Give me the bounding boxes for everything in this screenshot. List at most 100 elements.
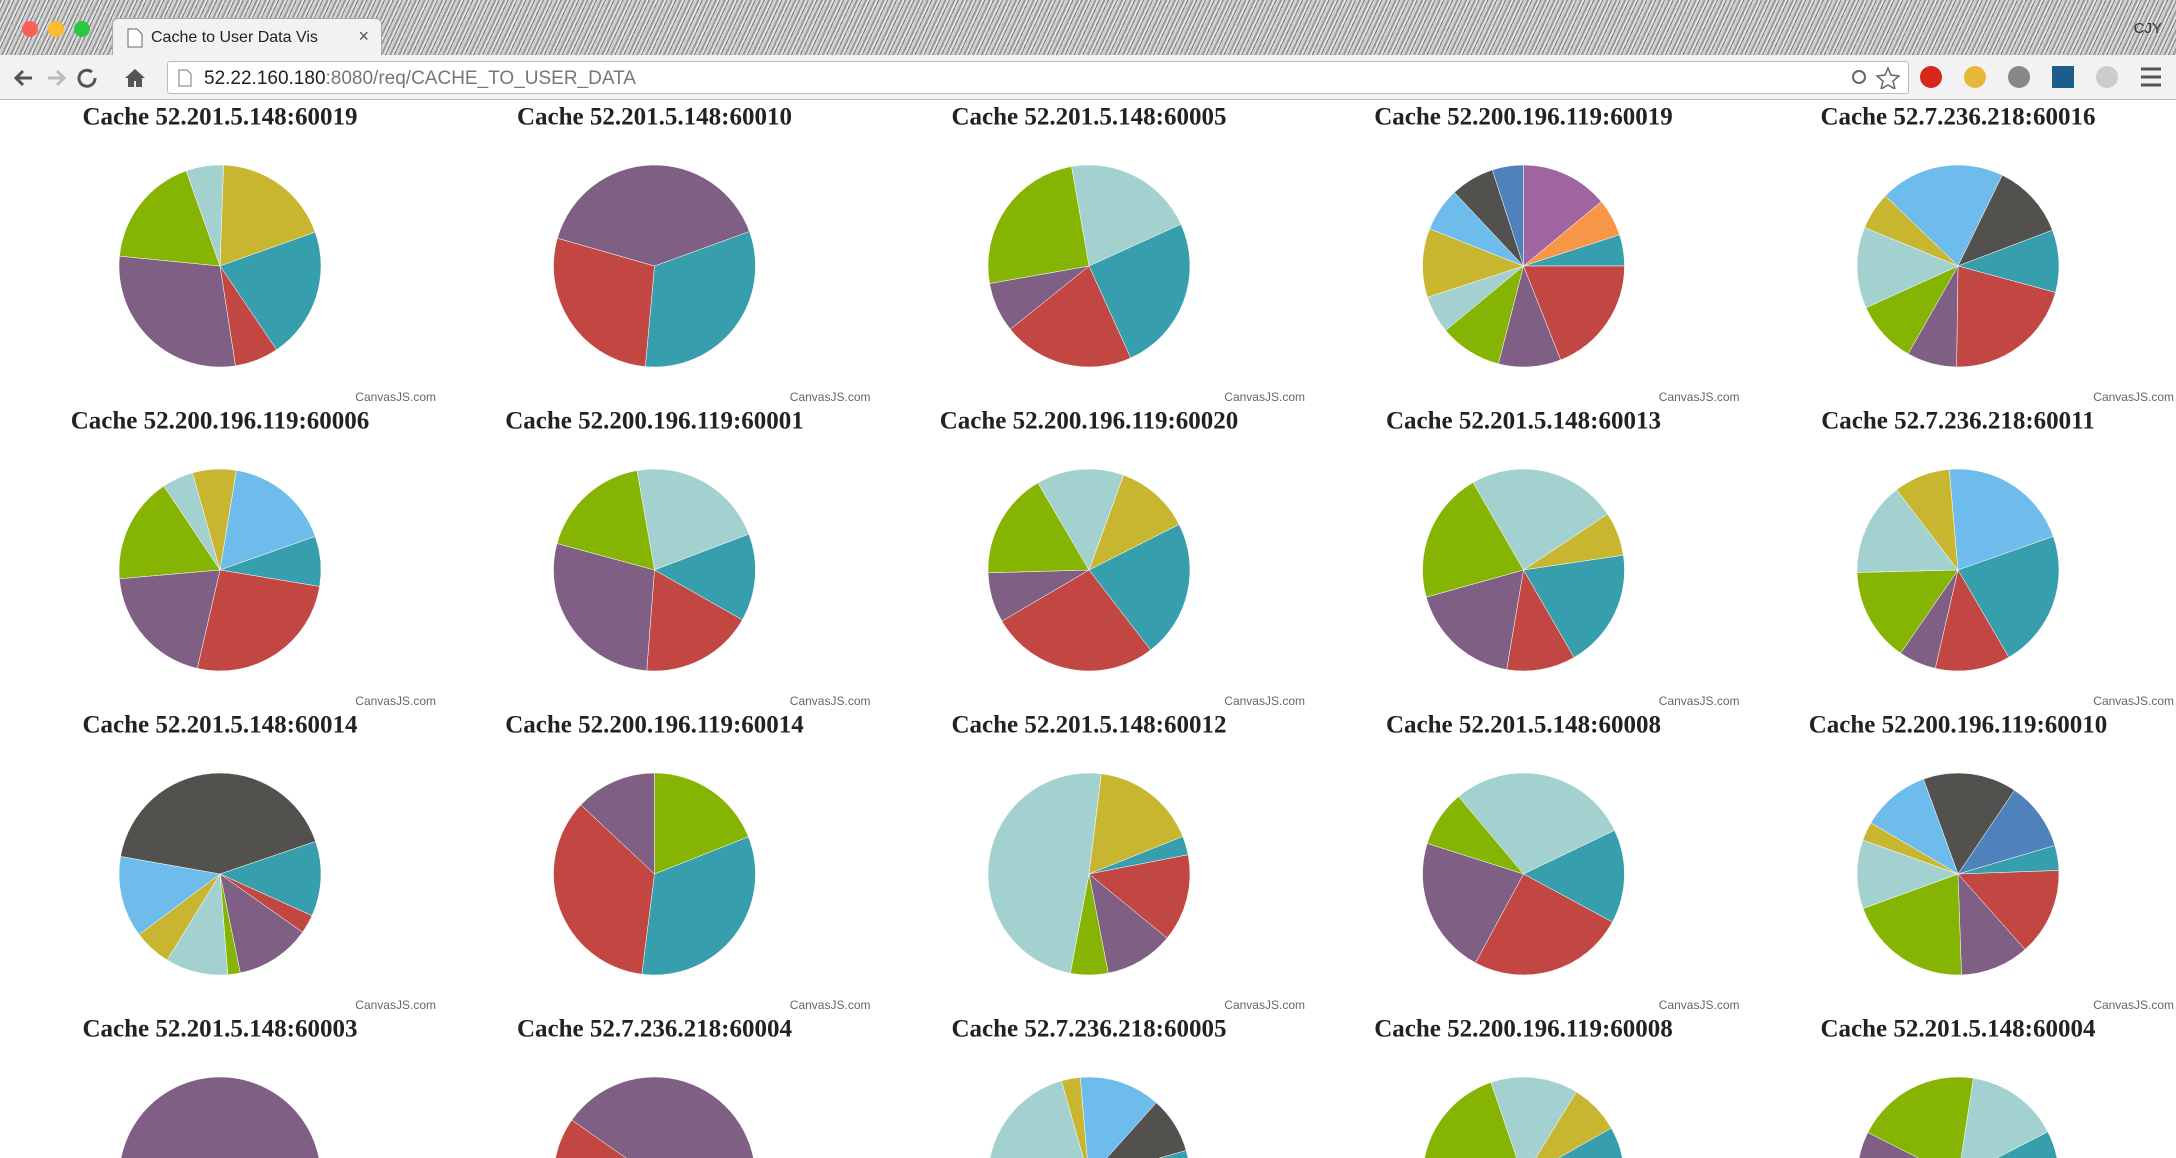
credit-link: CanvasJS.com bbox=[1659, 694, 1740, 708]
pie-slice bbox=[645, 231, 756, 368]
pie-slice bbox=[1088, 474, 1180, 571]
pie-slice bbox=[557, 164, 750, 267]
close-window-button[interactable] bbox=[22, 21, 38, 37]
chart-title: Cache 52.201.5.148:60004 bbox=[1821, 1016, 2096, 1043]
chart-title: Cache 52.201.5.148:60014 bbox=[83, 712, 358, 739]
pie-slice bbox=[1957, 174, 2053, 267]
credit-link: CanvasJS.com bbox=[790, 694, 871, 708]
browser-tab[interactable]: Cache to User Data Vis × bbox=[112, 18, 382, 56]
url-host: 52.22.160.180 bbox=[204, 68, 326, 89]
credit-link: CanvasJS.com bbox=[2093, 998, 2174, 1012]
credit-link: CanvasJS.com bbox=[2093, 390, 2174, 404]
pie-slice bbox=[1061, 1077, 1088, 1158]
pie-slice bbox=[1458, 772, 1615, 875]
pie-slice bbox=[1856, 839, 1959, 909]
pie-slice bbox=[653, 533, 756, 621]
url-path: :8080/req/CACHE_TO_USER_DATA bbox=[325, 68, 636, 89]
pie-slice bbox=[555, 1119, 627, 1158]
minimize-button[interactable] bbox=[48, 21, 64, 37]
pie-slice bbox=[1088, 524, 1191, 651]
profile-name[interactable]: CJY bbox=[2133, 20, 2162, 37]
pie-slice bbox=[1426, 796, 1525, 875]
menu-button[interactable] bbox=[2141, 67, 2161, 87]
pie-slice bbox=[1934, 569, 2010, 672]
pie-slice bbox=[1856, 489, 1959, 573]
pie-slice bbox=[120, 772, 316, 875]
home-button[interactable] bbox=[125, 69, 145, 87]
zoom-icon[interactable] bbox=[1852, 70, 1866, 84]
pie-slice bbox=[556, 470, 655, 571]
pie-slice bbox=[571, 1076, 754, 1158]
chart-title: Cache 52.200.196.119:60014 bbox=[505, 712, 804, 739]
pie-slice bbox=[553, 237, 655, 367]
pie-slice bbox=[987, 772, 1102, 974]
pie-slice bbox=[1037, 468, 1124, 571]
pie-slice bbox=[185, 164, 224, 267]
tab-close-button[interactable]: × bbox=[358, 26, 369, 46]
pie-slice bbox=[1558, 1127, 1623, 1158]
pie-slice bbox=[1957, 873, 2026, 976]
pie-slice bbox=[1856, 227, 1959, 309]
forward-button[interactable] bbox=[48, 69, 67, 87]
tab-bar: Cache to User Data Vis × CJY bbox=[0, 0, 2176, 56]
pie-slice bbox=[1523, 554, 1625, 658]
extension-icon[interactable] bbox=[2052, 66, 2074, 88]
credit-link: CanvasJS.com bbox=[355, 694, 436, 708]
bookmark-star[interactable] bbox=[1875, 67, 1900, 89]
pie-slice bbox=[1870, 778, 1959, 875]
pie-slice bbox=[580, 772, 655, 875]
chart-title: Cache 52.201.5.148:60012 bbox=[952, 712, 1227, 739]
extension-icon[interactable] bbox=[2096, 66, 2118, 88]
pie-slice bbox=[1506, 569, 1575, 672]
chart-title: Cache 52.7.236.218:60004 bbox=[517, 1016, 792, 1043]
pie-slice bbox=[1490, 1076, 1577, 1158]
pie-slice bbox=[1422, 482, 1524, 598]
pie-slice bbox=[118, 856, 221, 935]
pie-slice bbox=[1867, 1076, 1974, 1158]
tab-title: Cache to User Data Vis bbox=[151, 29, 318, 46]
extension-icon[interactable] bbox=[1920, 66, 1942, 88]
chart-title: Cache 52.201.5.148:60003 bbox=[83, 1016, 358, 1043]
chart-title: Cache 52.201.5.148:60005 bbox=[952, 104, 1227, 131]
credit-link: CanvasJS.com bbox=[1659, 998, 1740, 1012]
pie-slice bbox=[1960, 1077, 2049, 1158]
chart-title: Cache 52.7.236.218:60011 bbox=[1821, 408, 2095, 435]
chart-title: Cache 52.201.5.148:60013 bbox=[1386, 408, 1661, 435]
pie-slice bbox=[987, 166, 1090, 284]
extension-icons bbox=[1920, 66, 2161, 88]
pie-slice bbox=[553, 543, 655, 671]
extension-icon[interactable] bbox=[1964, 66, 1986, 88]
pie-slice bbox=[1858, 1132, 1919, 1158]
pie-slice bbox=[1009, 265, 1132, 368]
reload-button[interactable] bbox=[77, 68, 97, 88]
pie-slice bbox=[1422, 843, 1524, 964]
chart-title: Cache 52.201.5.148:60010 bbox=[517, 104, 792, 131]
pie-slice bbox=[1001, 569, 1151, 672]
pie-slice bbox=[1475, 873, 1613, 976]
pie-slice bbox=[1522, 830, 1625, 923]
pie-slice bbox=[641, 836, 756, 976]
pie-slice bbox=[553, 804, 655, 975]
address-icons bbox=[1852, 67, 1900, 89]
pie-slice bbox=[119, 569, 221, 669]
pie-slice bbox=[1864, 195, 1959, 267]
credit-link: CanvasJS.com bbox=[355, 390, 436, 404]
pie-slice bbox=[219, 841, 322, 917]
credit-link: CanvasJS.com bbox=[1224, 998, 1305, 1012]
pie-slice bbox=[1884, 164, 2003, 267]
pie-slice bbox=[118, 485, 221, 580]
address-bar[interactable]: 52.22.160.180:8080/req/CACHE_TO_USER_DAT… bbox=[167, 61, 1909, 94]
chart-grid: Cache 52.201.5.148:60019 CanvasJS.com Cach… bbox=[71, 104, 2174, 1158]
back-button[interactable] bbox=[13, 69, 32, 87]
pie-slice bbox=[1957, 789, 2056, 875]
zoom-button[interactable] bbox=[74, 21, 90, 37]
chart-title: Cache 52.200.196.119:60006 bbox=[71, 408, 370, 435]
pie-slice bbox=[219, 231, 322, 351]
credit-link: CanvasJS.com bbox=[2093, 694, 2174, 708]
pie-slice bbox=[196, 569, 320, 672]
url: 52.22.160.180:8080/req/CACHE_TO_USER_DAT… bbox=[204, 68, 636, 90]
extension-icon[interactable] bbox=[2008, 66, 2030, 88]
pie-slice bbox=[1088, 854, 1191, 939]
